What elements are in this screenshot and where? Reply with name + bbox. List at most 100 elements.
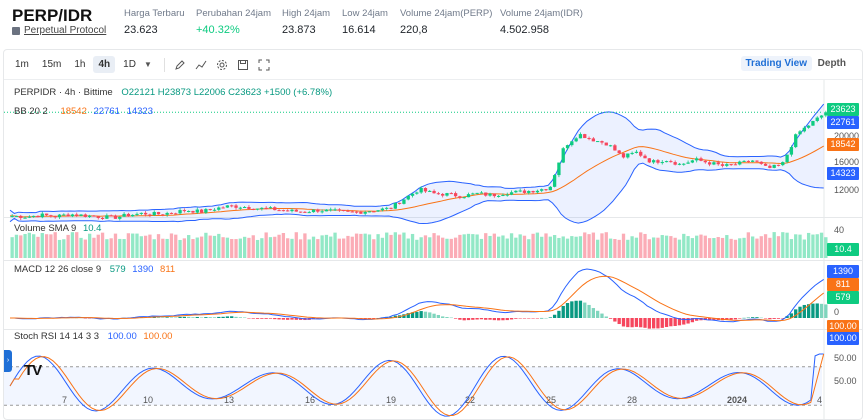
candle bbox=[441, 193, 445, 196]
pencil-icon[interactable] bbox=[171, 56, 189, 74]
bb-fill bbox=[10, 104, 824, 224]
depth-tab[interactable]: Depth bbox=[817, 58, 846, 69]
macd-histogram-bar bbox=[824, 304, 828, 318]
volume-bar bbox=[794, 234, 798, 258]
candle bbox=[333, 209, 337, 211]
candle bbox=[225, 205, 230, 208]
volume-bar bbox=[518, 234, 522, 258]
volume-bar bbox=[393, 232, 397, 258]
volume-bar bbox=[337, 238, 342, 258]
volume-bar bbox=[225, 237, 230, 258]
macd-histogram-bar bbox=[664, 318, 669, 327]
timeframe-15m[interactable]: 15m bbox=[41, 59, 62, 70]
macd-histogram-bar bbox=[428, 312, 432, 318]
candle bbox=[277, 210, 281, 212]
candle bbox=[96, 216, 100, 218]
candle bbox=[79, 214, 83, 216]
macd-histogram-bar bbox=[393, 315, 397, 318]
volume-bar bbox=[505, 238, 509, 258]
volume-bar bbox=[471, 234, 475, 258]
macd-histogram-bar bbox=[191, 317, 195, 318]
macd-histogram-bar bbox=[212, 317, 217, 318]
volume-bar bbox=[406, 238, 410, 258]
candle bbox=[380, 208, 385, 211]
macd-histogram-bar bbox=[540, 317, 544, 319]
candle bbox=[819, 115, 824, 118]
chevron-down-icon[interactable]: ▼ bbox=[143, 60, 152, 69]
price-chart[interactable] bbox=[4, 80, 863, 420]
candle bbox=[303, 211, 307, 213]
volume-bar bbox=[561, 236, 565, 258]
volume-bar bbox=[772, 232, 776, 258]
volume-bar bbox=[441, 237, 445, 258]
volume-bar bbox=[509, 233, 514, 258]
volume-bar bbox=[423, 235, 428, 258]
volume-bar bbox=[496, 236, 501, 258]
candle bbox=[367, 211, 372, 213]
save-icon[interactable] bbox=[234, 56, 252, 74]
volume-bar bbox=[514, 237, 518, 258]
project-link[interactable]: Perpetual Protocol bbox=[12, 25, 106, 36]
bb-legend: BB 20 2 18542 22761 14323 bbox=[14, 106, 153, 117]
candle bbox=[131, 214, 135, 217]
candle bbox=[772, 164, 776, 168]
timeframe-4h[interactable]: 4h bbox=[93, 56, 116, 73]
candle bbox=[781, 162, 785, 166]
volume-bar bbox=[703, 235, 707, 258]
volume-bar bbox=[402, 232, 406, 258]
candle bbox=[397, 202, 402, 204]
timeframe-1d[interactable]: 1D bbox=[123, 59, 136, 70]
macd-histogram-bar bbox=[453, 318, 458, 319]
macd-histogram-bar bbox=[410, 312, 415, 318]
volume-bar bbox=[105, 239, 109, 258]
time-tick: 10 bbox=[143, 395, 154, 405]
candle bbox=[19, 215, 23, 218]
signal-line bbox=[10, 275, 825, 322]
candle bbox=[329, 209, 333, 211]
fullscreen-icon[interactable] bbox=[255, 56, 273, 74]
volume-bar bbox=[169, 233, 174, 258]
macd-histogram-bar bbox=[268, 318, 273, 319]
volume-bar bbox=[70, 232, 75, 258]
time-tick: 25 bbox=[546, 395, 557, 405]
volume-bar bbox=[531, 233, 535, 258]
volume-bar bbox=[574, 236, 578, 258]
candle bbox=[630, 152, 634, 154]
macd-histogram-bar bbox=[669, 318, 673, 327]
indicator-line-icon[interactable] bbox=[192, 56, 210, 74]
candle bbox=[23, 217, 27, 219]
timeframe-1m[interactable]: 1m bbox=[15, 59, 29, 70]
candle bbox=[755, 160, 759, 162]
volume-bar bbox=[428, 237, 432, 258]
macd-histogram-bar bbox=[561, 305, 565, 318]
candle bbox=[406, 195, 410, 200]
candle bbox=[57, 214, 62, 218]
macd-histogram-bar bbox=[794, 309, 798, 318]
candle bbox=[682, 163, 686, 165]
trading-view-tab[interactable]: Trading View bbox=[740, 56, 812, 71]
macd-histogram-bar bbox=[557, 310, 561, 318]
chart-panel: 1m 15m 1h 4h 1D ▼ Trading View Depth PER… bbox=[3, 49, 863, 420]
candle bbox=[273, 207, 277, 211]
collapse-sidebar-button[interactable]: › bbox=[4, 350, 12, 372]
volume-bar bbox=[570, 236, 574, 258]
volume-bar bbox=[729, 238, 733, 258]
symbol-legend: PERPIDR · 4h · Bittime O22121 H23873 L22… bbox=[14, 87, 332, 98]
volume-bar bbox=[613, 239, 617, 258]
volume-bar bbox=[492, 233, 496, 258]
candle bbox=[505, 194, 509, 196]
macd-histogram-bar bbox=[174, 317, 178, 318]
hist-tag: 579 bbox=[827, 291, 859, 304]
timeframe-1h[interactable]: 1h bbox=[74, 59, 86, 70]
volume-bar bbox=[23, 233, 27, 258]
macd-histogram-bar bbox=[367, 318, 372, 319]
candle bbox=[251, 208, 255, 210]
candle bbox=[286, 210, 290, 212]
candle bbox=[811, 120, 815, 126]
volume-bar bbox=[380, 237, 385, 258]
stat-high-24h: High 24jam 23.873 bbox=[282, 8, 331, 36]
volume-bar bbox=[738, 238, 742, 258]
candle bbox=[742, 160, 746, 162]
settings-gear-icon[interactable] bbox=[213, 56, 231, 74]
project-icon bbox=[12, 26, 20, 35]
